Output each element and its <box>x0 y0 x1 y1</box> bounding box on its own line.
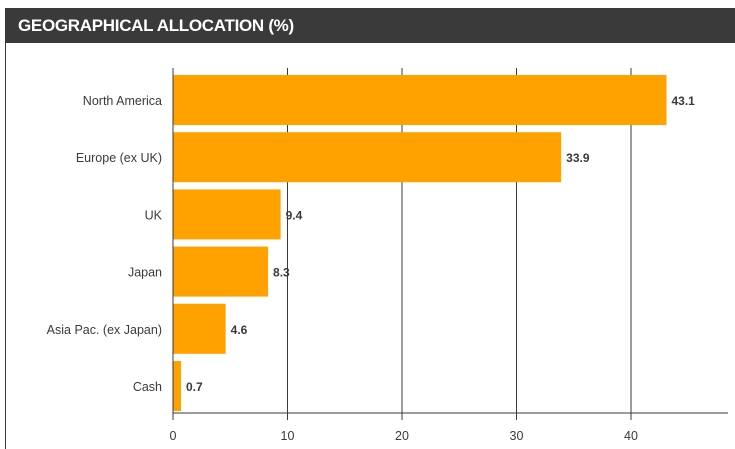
bar-0 <box>173 75 667 125</box>
x-tick-label-40: 40 <box>624 429 638 443</box>
value-label-0: 43.1 <box>671 94 695 108</box>
category-label-2: UK <box>145 208 163 222</box>
bar-3 <box>173 246 269 297</box>
value-label-3: 8.3 <box>273 266 290 280</box>
category-label-3: Japan <box>128 266 162 280</box>
value-label-2: 9.4 <box>286 208 303 222</box>
bar-5 <box>173 361 182 411</box>
x-tick-label-30: 30 <box>510 429 524 443</box>
bar-1 <box>173 132 562 183</box>
category-label-5: Cash <box>133 380 162 394</box>
category-label-4: Asia Pac. (ex Japan) <box>47 323 162 337</box>
category-label-0: North America <box>83 94 162 108</box>
value-label-1: 33.9 <box>566 151 590 165</box>
panel-title: GEOGRAPHICAL ALLOCATION (%) <box>6 8 735 43</box>
value-label-4: 4.6 <box>231 323 248 337</box>
value-label-5: 0.7 <box>186 380 203 394</box>
category-label-1: Europe (ex UK) <box>76 151 162 165</box>
x-tick-label-20: 20 <box>395 429 409 443</box>
x-tick-label-10: 10 <box>281 429 295 443</box>
bar-4 <box>173 303 226 354</box>
x-tick-label-0: 0 <box>170 429 177 443</box>
bar-2 <box>173 189 281 240</box>
